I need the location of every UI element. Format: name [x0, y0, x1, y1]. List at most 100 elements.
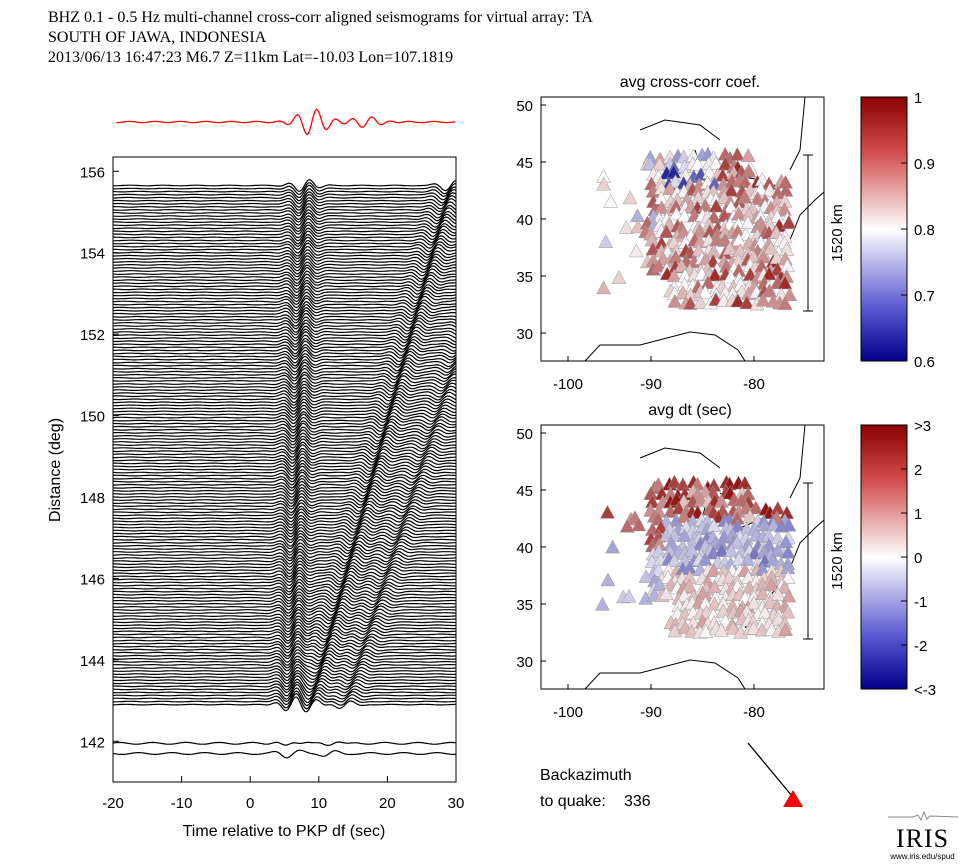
seismogram-trace — [112, 483, 457, 498]
title-line-3: 2013/06/13 16:47:23 M6.7 Z=11km Lat=-10.… — [48, 49, 454, 66]
station-triangle — [740, 215, 756, 230]
station-triangle — [667, 174, 683, 189]
seismogram-trace — [112, 182, 457, 195]
station-triangle — [677, 528, 692, 542]
station-triangle — [715, 603, 731, 618]
station-triangle — [725, 620, 741, 635]
station-triangle — [757, 605, 773, 619]
seismogram-trace — [113, 517, 457, 532]
scale-bar-label: 1520 km — [829, 532, 846, 590]
seismogram-trace — [113, 560, 456, 575]
station-triangle — [763, 240, 779, 255]
seismogram-trace — [112, 285, 457, 300]
station-triangle — [638, 569, 654, 583]
station-triangle — [781, 517, 797, 532]
seismogram-trace — [113, 597, 457, 611]
seismogram-trace — [112, 642, 457, 657]
seismogram-trace — [112, 505, 457, 519]
map-axes-box — [540, 424, 825, 690]
station-triangle — [746, 595, 762, 610]
seismogram-trace — [113, 346, 457, 360]
station-triangle — [622, 190, 638, 205]
seismogram-trace — [112, 261, 456, 275]
seismogram-trace — [112, 453, 456, 467]
map-y-tick-label: 45 — [516, 155, 533, 172]
seismogram-trace — [113, 193, 457, 208]
seismogram-trace — [113, 542, 457, 556]
title-line-2: SOUTH OF JAWA, INDONESIA — [48, 29, 267, 46]
seismogram-trace — [113, 572, 456, 587]
map2-title: avg dt (sec) — [648, 402, 732, 419]
seismogram-trace — [113, 456, 457, 471]
map-x-tick-label: -80 — [743, 704, 765, 721]
x-tick-label: 0 — [246, 795, 254, 812]
seismogram-trace — [113, 349, 457, 364]
y-axis-label: Distance (deg) — [47, 418, 64, 522]
station-triangle — [642, 156, 658, 170]
station-triangle — [654, 200, 670, 215]
seismogram-trace — [113, 230, 457, 245]
seismogram-trace — [112, 252, 457, 266]
seismogram-trace — [112, 459, 457, 474]
seismogram-trace — [113, 585, 457, 599]
seismogram-trace — [113, 367, 457, 382]
seismogram-trace — [113, 316, 457, 330]
map-x-tick-label: -90 — [640, 704, 662, 721]
seismogram-trace — [112, 511, 457, 526]
seismogram-trace — [113, 566, 457, 581]
seismogram-trace — [112, 508, 456, 523]
seismogram-trace — [113, 301, 457, 315]
seismogram-trace — [113, 462, 457, 477]
station-triangle — [713, 622, 729, 637]
seismogram-trace — [112, 432, 457, 446]
station-triangle — [778, 534, 794, 549]
station-triangle — [708, 198, 724, 213]
station-triangle — [701, 164, 717, 179]
seismogram-trace — [113, 282, 457, 297]
scale-bar — [803, 482, 813, 640]
station-triangle — [676, 208, 692, 223]
seismogram-trace — [112, 426, 457, 440]
seismogram-trace — [113, 588, 457, 602]
x-tick-label: 20 — [379, 795, 396, 812]
station-triangle — [781, 215, 797, 229]
seismogram-trace — [112, 307, 457, 321]
backazimuth-value: 336 — [624, 793, 651, 810]
seismogram-trace — [112, 569, 456, 583]
map-x-tick-label: -100 — [553, 376, 583, 393]
map-x-tick-label: -80 — [743, 376, 765, 393]
seismogram-trace — [112, 343, 457, 358]
scale-bar-label: 1520 km — [829, 204, 846, 262]
seismogram-trace — [113, 355, 457, 370]
x-tick-label: 10 — [310, 795, 327, 812]
seismogram-trace — [113, 514, 457, 529]
seismogram-trace — [112, 364, 457, 379]
station-triangle — [598, 234, 614, 248]
station-triangle — [740, 148, 756, 162]
seismogram-trace — [112, 325, 457, 339]
scale-bar — [803, 154, 813, 312]
seismogram-trace — [112, 279, 457, 293]
seismogram-trace — [113, 499, 457, 514]
iris-logo-url[interactable]: www.iris.edu/spud — [890, 852, 955, 861]
y-tick-label: 142 — [80, 734, 105, 751]
colorbar-tick-label: 0 — [914, 550, 922, 567]
station-triangle — [600, 572, 616, 587]
station-triangle — [737, 475, 753, 490]
seismogram-trace — [112, 297, 457, 312]
station-triangle — [730, 518, 746, 533]
station-triangle — [684, 543, 700, 557]
seismogram-trace — [113, 420, 457, 434]
seismogram-traces — [112, 179, 457, 759]
station-triangle — [755, 586, 771, 600]
seismogram-trace — [112, 563, 456, 578]
seismogram-trace — [113, 692, 457, 710]
seismogram-trace — [113, 404, 456, 419]
station-triangle — [600, 504, 615, 519]
station-triangle — [766, 517, 781, 532]
map-avg-dt: avg dt (sec) -100 -90 -80 50 45 40 35 30 1520 km… — [516, 402, 936, 721]
station-triangle — [621, 588, 637, 603]
seismogram-trace — [113, 199, 457, 214]
station-triangle — [690, 156, 705, 171]
station-triangle — [631, 517, 647, 532]
